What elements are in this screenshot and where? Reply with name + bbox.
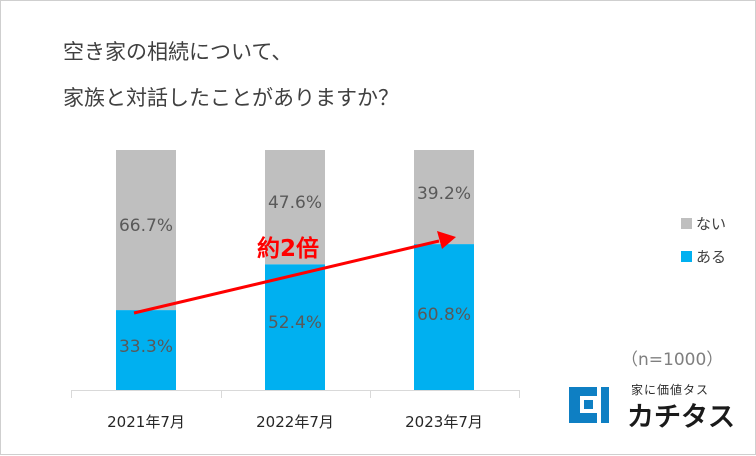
bar-nai-2 (414, 150, 474, 245)
data-label-aru-2: 60.8% (417, 305, 471, 325)
x-tick-label-1: 2022年7月 (256, 413, 334, 431)
katitas-logo-mark-icon (569, 387, 609, 423)
data-label-aru-0: 33.3% (119, 337, 173, 357)
bar-nai-1 (265, 150, 325, 265)
trend-arrow-line (133, 239, 440, 315)
title-line-2: 家族と対話したことがありますか？ (63, 86, 399, 110)
chart-title: 空き家の相続について、 家族と対話したことがありますか？ (63, 29, 399, 121)
x-tick-label-0: 2021年7月 (107, 413, 185, 431)
x-tick-label-2: 2023年7月 (405, 413, 483, 431)
bar-aru-1 (265, 264, 325, 390)
legend-swatch-nai (681, 217, 692, 229)
annotation-text: 約2倍 (257, 235, 319, 262)
legend-label-aru: ある (696, 247, 727, 266)
bar-aru-2 (414, 244, 474, 390)
bar-nai-0 (116, 150, 176, 311)
legend-label-nai: ない (696, 214, 727, 233)
data-label-nai-0: 66.7% (119, 216, 173, 236)
legend-swatch-aru (681, 250, 692, 262)
legend: ない ある (681, 213, 726, 279)
data-label-nai-1: 47.6% (268, 193, 322, 213)
bar-aru-0 (116, 310, 176, 390)
legend-item-nai: ない (681, 213, 726, 233)
title-line-1: 空き家の相続について、 (63, 40, 293, 64)
data-label-nai-2: 39.2% (417, 184, 471, 204)
sample-size-note: （n=1000） (621, 350, 724, 370)
legend-item-aru: ある (681, 246, 726, 266)
data-label-aru-1: 52.4% (268, 313, 322, 333)
logo-name: カチタス (627, 402, 735, 433)
trend-arrow-head-icon (437, 231, 456, 249)
logo-subtitle: 家に価値タス (631, 383, 710, 397)
katitas-logo: 家に価値タス カチタス (567, 381, 735, 433)
